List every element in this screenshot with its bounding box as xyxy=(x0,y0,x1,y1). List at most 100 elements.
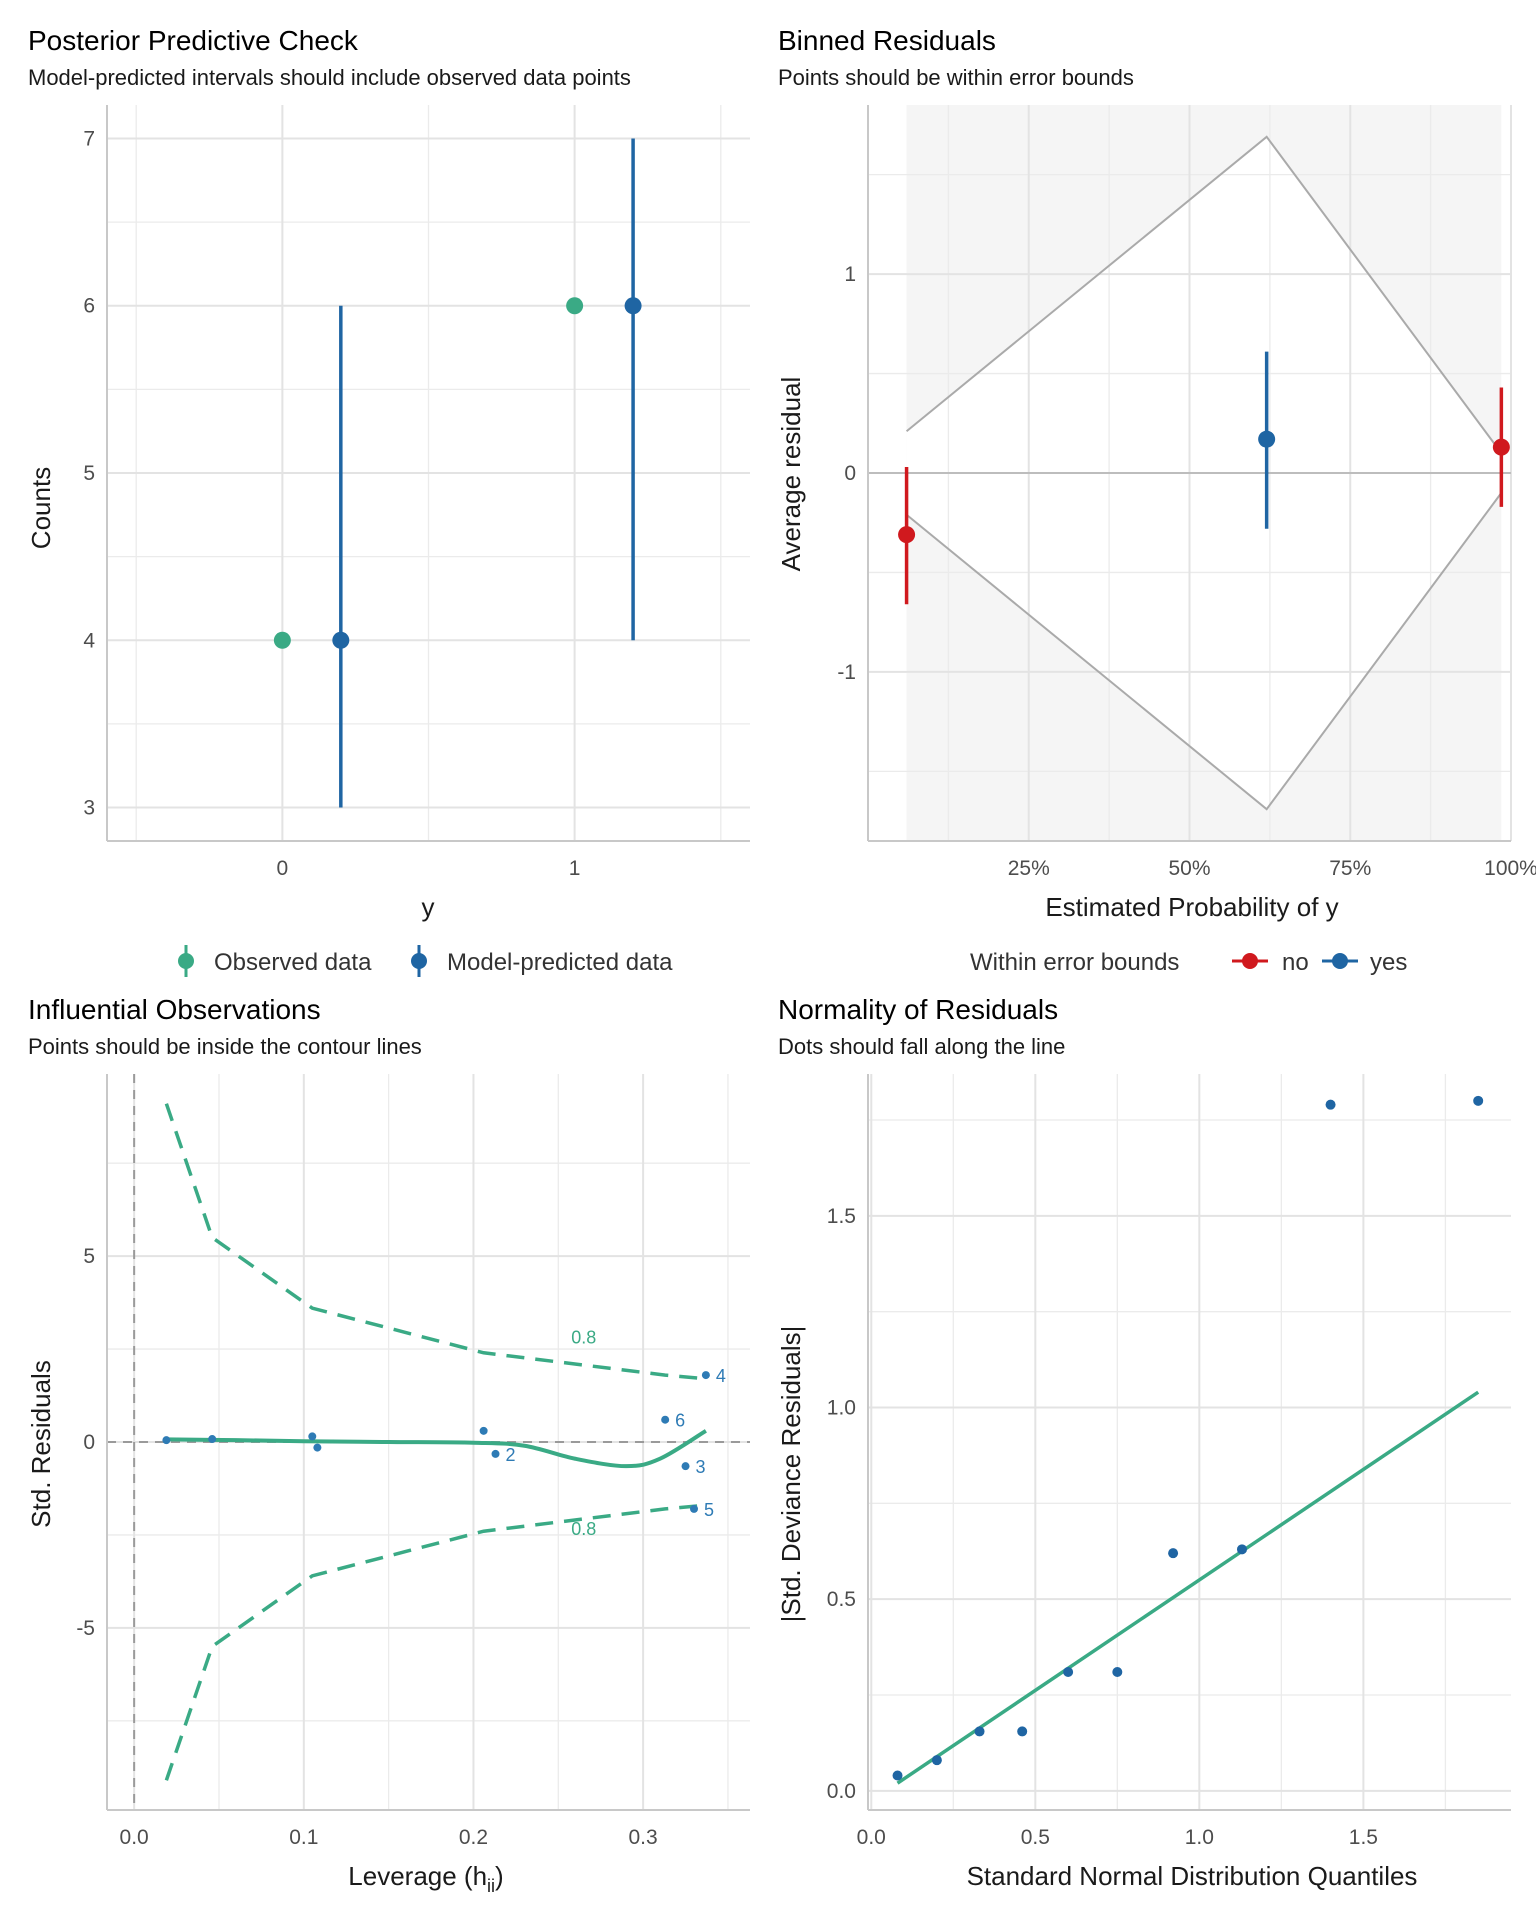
normal-reference-line xyxy=(896,1390,1480,1785)
legend-predicted-label: Model-predicted data xyxy=(447,949,673,976)
influence-x-tick-label: 0.1 xyxy=(289,1826,318,1849)
qq-y-tick-label: 1.0 xyxy=(827,1397,856,1420)
qq-x-tick-label: 0.5 xyxy=(1021,1826,1050,1849)
influence-y-tick-label: 5 xyxy=(83,1245,95,1268)
qq-title: Normality of Residuals xyxy=(778,994,1058,1025)
observation-label: 5 xyxy=(704,1500,714,1520)
influence-x-axis-title-main: Leverage (h xyxy=(348,1861,487,1891)
observed-point xyxy=(273,631,291,649)
influence-x-axis-title-end: ) xyxy=(495,1861,504,1891)
influence-y-tick-label: -5 xyxy=(76,1617,95,1640)
residual-quantile-point xyxy=(1325,1099,1336,1110)
influence-y-axis-title: Std. Residuals xyxy=(26,1360,56,1528)
binned-legend-title: Within error bounds xyxy=(970,949,1179,976)
observation-label: 6 xyxy=(675,1411,685,1431)
observation-label: 2 xyxy=(506,1445,516,1465)
residual-quantile-point xyxy=(974,1726,985,1737)
influence-x-axis-title-subscript: ii xyxy=(487,1876,495,1896)
observation-point xyxy=(681,1462,690,1471)
binned-residual-point xyxy=(898,526,916,544)
observed-point xyxy=(566,297,584,315)
binned-x-tick-label: 25% xyxy=(1008,857,1050,880)
qq-x-tick-label: 1.5 xyxy=(1349,1826,1378,1849)
qq-panel: Normality of Residuals Dots should fall … xyxy=(776,994,1511,1891)
binned-y-tick-label: -1 xyxy=(837,661,856,684)
binned-title: Binned Residuals xyxy=(778,25,996,56)
qq-y-tick-label: 0.0 xyxy=(827,1780,856,1803)
observation-point xyxy=(479,1426,488,1435)
residual-quantile-point xyxy=(1112,1667,1123,1677)
binned-y-tick-label: 0 xyxy=(844,462,856,485)
qq-x-tick-label: 0.0 xyxy=(857,1826,886,1849)
ppc-legend: Observed data Model-predicted data xyxy=(178,945,673,977)
residual-quantile-point xyxy=(892,1770,903,1781)
binned-x-tick-label: 50% xyxy=(1168,857,1210,880)
qq-plot-area: 0.0 0.5 1.0 1.5 0.0 0.5 1.0 1.5 xyxy=(827,1074,1511,1849)
observation-point xyxy=(690,1504,699,1513)
observation-point xyxy=(661,1415,670,1424)
residual-quantile-point xyxy=(1236,1544,1247,1555)
binned-residual-point xyxy=(1492,438,1510,456)
observation-point xyxy=(162,1436,171,1445)
ppc-subtitle: Model-predicted intervals should include… xyxy=(28,65,631,90)
upper-error-bound xyxy=(905,135,1503,454)
binned-y-tick-label: 1 xyxy=(844,263,856,286)
influence-title: Influential Observations xyxy=(28,994,321,1025)
residual-quantile-point xyxy=(1473,1095,1484,1106)
ppc-x-tick-label: 0 xyxy=(277,857,289,880)
contour-label: 0.8 xyxy=(571,1327,596,1347)
observation-point xyxy=(313,1443,322,1452)
ppc-panel: Posterior Predictive Check Model-predict… xyxy=(26,25,750,977)
lower-error-bound xyxy=(905,492,1503,811)
legend-observed-key-dot xyxy=(178,953,194,969)
influence-plot-area: 0.8 0.8 2 6 3 5 4 0.0 0.1 0.2 0.3 -5 0 5 xyxy=(76,1074,750,1849)
legend-no-label: no xyxy=(1282,949,1309,976)
legend-observed-label: Observed data xyxy=(214,949,372,976)
qq-x-tick-label: 1.0 xyxy=(1185,1826,1214,1849)
residual-quantile-point xyxy=(1063,1667,1074,1677)
predicted-point xyxy=(332,631,350,649)
binned-panel: Binned Residuals Points should be within… xyxy=(776,25,1536,976)
contour-label: 0.8 xyxy=(571,1519,596,1539)
cooks-distance-contour-upper xyxy=(164,1103,707,1381)
qq-x-axis-title: Standard Normal Distribution Quantiles xyxy=(967,1861,1418,1891)
loess-smooth-line xyxy=(166,1429,707,1469)
observation-point xyxy=(308,1432,317,1441)
predicted-point xyxy=(624,297,642,315)
ppc-y-tick-label: 6 xyxy=(83,295,95,318)
qq-y-axis-title: |Std. Deviance Residuals| xyxy=(776,1326,806,1623)
influence-subtitle: Points should be inside the contour line… xyxy=(28,1034,422,1059)
observation-label: 4 xyxy=(716,1366,726,1386)
ppc-x-axis-title: y xyxy=(422,892,435,922)
residual-quantile-point xyxy=(931,1755,942,1766)
binned-residual-point xyxy=(1258,430,1276,448)
binned-y-axis-title: Average residual xyxy=(776,377,806,572)
influence-y-tick-label: 0 xyxy=(83,1431,95,1454)
observation-point xyxy=(491,1449,500,1458)
observation-point xyxy=(701,1371,710,1380)
binned-x-axis-title: Estimated Probability of y xyxy=(1045,892,1338,922)
influence-x-tick-label: 0.3 xyxy=(629,1826,658,1849)
qq-y-tick-label: 0.5 xyxy=(827,1588,856,1611)
influence-panel: Influential Observations Points should b… xyxy=(26,994,750,1896)
qq-y-tick-label: 1.5 xyxy=(827,1205,856,1228)
observation-label: 3 xyxy=(696,1457,706,1477)
legend-yes-label: yes xyxy=(1370,949,1407,976)
observation-point xyxy=(208,1435,217,1444)
binned-subtitle: Points should be within error bounds xyxy=(778,65,1134,90)
ppc-y-axis-title: Counts xyxy=(26,467,56,549)
ppc-y-tick-label: 3 xyxy=(83,797,95,820)
qq-subtitle: Dots should fall along the line xyxy=(778,1034,1065,1059)
legend-yes-key-dot xyxy=(1332,953,1348,969)
ppc-y-tick-label: 4 xyxy=(83,629,95,652)
ppc-plot-area: 0 1 3 4 5 6 7 xyxy=(83,105,750,880)
binned-x-tick-label: 100% xyxy=(1484,857,1536,880)
ppc-title: Posterior Predictive Check xyxy=(28,25,359,56)
influence-x-tick-label: 0.0 xyxy=(120,1826,149,1849)
ppc-x-tick-label: 1 xyxy=(569,857,581,880)
influence-x-axis-title: Leverage (hii) xyxy=(348,1861,503,1896)
ppc-y-tick-label: 5 xyxy=(83,462,95,485)
legend-predicted-key-dot xyxy=(411,953,427,969)
ppc-y-tick-label: 7 xyxy=(83,127,95,150)
